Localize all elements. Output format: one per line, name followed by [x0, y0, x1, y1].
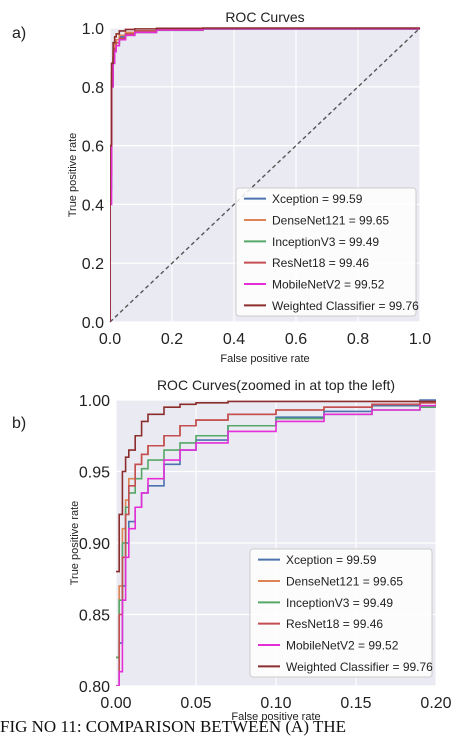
y-tick-label: 0.80	[79, 679, 110, 696]
x-axis-label: False positive rate	[231, 711, 320, 723]
roc-series-line	[116, 400, 436, 573]
x-tick-label: 0.00	[100, 695, 131, 712]
roc-series-line	[110, 27, 420, 322]
x-tick-label: 1.0	[409, 331, 431, 348]
legend-entry: InceptionV3 = 99.49	[286, 596, 393, 610]
y-tick-label: 0.8	[82, 80, 104, 97]
legend-entry: ResNet18 = 99.46	[286, 617, 383, 631]
x-axis-label: False positive rate	[220, 353, 309, 365]
roc-series-line	[116, 402, 436, 686]
legend-entry: Weighted Classifier = 99.76	[272, 299, 419, 313]
x-tick-label: 0.6	[285, 331, 307, 348]
legend: Xception = 99.59 DenseNet121 = 99.65 Incep…	[235, 187, 419, 317]
y-tick-label: 1.00	[79, 393, 110, 410]
legend-entry: MobileNetV2 = 99.52	[286, 639, 399, 653]
x-tick-label: 0.0	[99, 331, 121, 348]
legend: Xception = 99.59 DenseNet121 = 99.65 Incep…	[249, 548, 433, 678]
legend-entry: Weighted Classifier = 99.76	[286, 660, 433, 674]
roc-chart-b-zoomed: 0.00 0.05 0.10 0.15 0.20 0.80 0.85 0.90 0.95 1.00…	[69, 377, 452, 723]
y-tick-label: 0.0	[82, 315, 104, 332]
x-tick-label: 0.05	[180, 695, 211, 712]
y-tick-label: 0.2	[82, 256, 104, 273]
legend-entry: MobileNetV2 = 99.52	[272, 278, 385, 292]
y-axis-label: True positive rate	[67, 133, 79, 218]
legend-entry: DenseNet121 = 99.65	[272, 214, 389, 228]
legend-entry: ResNet18 = 99.46	[272, 256, 369, 270]
x-tick-label: 0.8	[347, 331, 369, 348]
y-axis-label: True positive rate	[69, 501, 81, 586]
chart-title: ROC Curves(zoomed in at top the left)	[157, 377, 395, 393]
x-tick-label: 0.4	[223, 331, 245, 348]
panel-b-label: b)	[12, 415, 26, 432]
roc-chart-a: 0.0 0.2 0.4 0.6 0.8 1.0 0.0 0.2 0.4 0.6 0.8 1.0 ROC …	[67, 9, 431, 365]
roc-series-line	[116, 404, 436, 686]
legend-entry: Xception = 99.59	[286, 553, 377, 567]
legend-entry: DenseNet121 = 99.65	[286, 575, 403, 589]
legend-entry: Xception = 99.59	[272, 192, 363, 206]
figure-caption: FIG NO 11: COMPARISON BETWEEN (A) THE	[0, 717, 346, 736]
x-tick-label: 0.2	[161, 331, 183, 348]
y-tick-label: 0.90	[79, 536, 110, 553]
y-tick-label: 0.4	[82, 197, 104, 214]
legend-box	[249, 548, 433, 678]
y-tick-label: 1.0	[82, 21, 104, 38]
chance-diagonal	[109, 27, 421, 323]
y-tick-label: 0.95	[79, 465, 110, 482]
chart-title: ROC Curves	[225, 9, 304, 25]
x-tick-label: 0.20	[420, 695, 451, 712]
x-tick-label: 0.15	[340, 695, 371, 712]
legend-box	[235, 187, 417, 317]
x-tick-label: 0.10	[260, 695, 291, 712]
panel-a-label: a)	[12, 25, 26, 42]
y-tick-label: 0.85	[79, 608, 110, 625]
legend-entry: InceptionV3 = 99.49	[272, 235, 379, 249]
y-tick-label: 0.6	[82, 139, 104, 156]
